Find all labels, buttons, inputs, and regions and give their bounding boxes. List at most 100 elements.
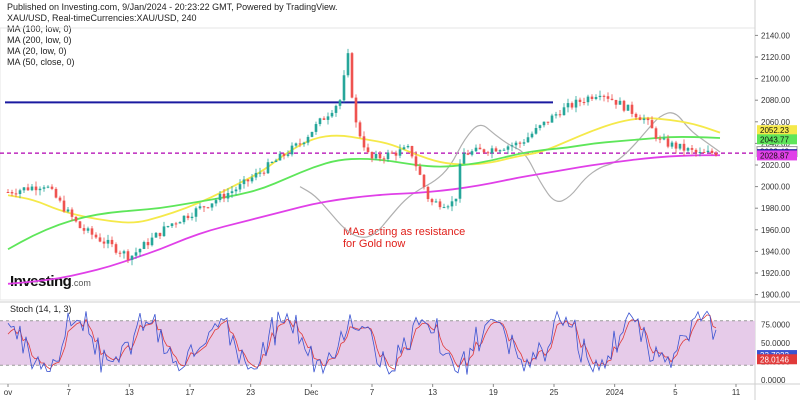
candle-body: [674, 142, 678, 149]
price-tag-label: 2043.77: [760, 135, 789, 144]
x-tick-label: 19: [489, 388, 498, 397]
candle-body: [626, 104, 630, 111]
candle-body: [550, 115, 554, 123]
candle-body: [406, 145, 410, 148]
candle-body: [54, 188, 58, 198]
candle-body: [594, 97, 598, 99]
candle-body: [282, 153, 286, 156]
published-line: Published on Investing.com, 9/Jan/2024 -…: [7, 2, 338, 12]
candle-body: [582, 102, 586, 104]
symbol-line: XAU/USD, Real-timeCurrencies:XAU/USD, 24…: [7, 13, 197, 23]
candle-body: [18, 190, 22, 195]
candle-body: [50, 186, 54, 189]
candle-body: [122, 251, 126, 254]
candle-body: [482, 149, 486, 153]
candle-body: [206, 207, 210, 209]
annotation-line-1: MAs acting as resistance: [343, 226, 466, 238]
x-tick-label: 7: [370, 388, 375, 397]
candle-body: [42, 187, 46, 189]
price-tag: [757, 150, 797, 161]
y-tick-label: 1960.00: [761, 226, 790, 235]
candle-body: [462, 153, 466, 164]
candle-body: [306, 136, 310, 143]
logo-suffix: .com: [71, 278, 91, 288]
candle-body: [110, 239, 114, 245]
candle-body: [642, 118, 646, 121]
candle-body: [418, 166, 422, 175]
candle-body: [554, 114, 558, 116]
candle-body: [518, 142, 522, 144]
candle-body: [438, 201, 442, 208]
candle-body: [686, 148, 690, 151]
x-tick-label: 23: [246, 388, 255, 397]
candle-body: [186, 215, 190, 219]
candle-body: [402, 147, 406, 150]
y-tick-label: 2000.00: [761, 183, 790, 192]
stoch-price-tag-label: 28.0146: [760, 355, 789, 364]
candle-body: [682, 143, 686, 151]
candle-body: [126, 251, 130, 260]
x-tick-label: 13: [125, 388, 134, 397]
stoch-k-line: [7, 310, 717, 375]
ma-label-20: MA (20, low, 0): [7, 46, 67, 56]
candle-body: [226, 193, 230, 199]
ma-label-100: MA (100, low, 0): [7, 24, 72, 34]
x-tick-label: 5: [673, 388, 678, 397]
candle-body: [678, 143, 682, 149]
y-tick-label: 2080.00: [761, 96, 790, 105]
candle-body: [254, 172, 258, 178]
candle-body: [714, 153, 718, 156]
candle-body: [606, 96, 610, 99]
candle-body: [210, 203, 214, 208]
candle-body: [178, 222, 182, 224]
y-tick-label: 1940.00: [761, 247, 790, 256]
candle-body: [90, 228, 94, 235]
x-tick-label: Dec: [304, 388, 318, 397]
candle-body: [94, 234, 98, 238]
candle-body: [474, 147, 478, 152]
candle-body: [394, 152, 398, 156]
candle-body: [138, 248, 142, 253]
candle-body: [238, 184, 242, 190]
candle-body: [670, 142, 674, 147]
candle-body: [654, 128, 658, 139]
x-tick-label: 11: [732, 388, 741, 397]
stoch-d-line: [7, 314, 717, 370]
candle-body: [602, 95, 606, 97]
candle-body: [10, 192, 14, 194]
candle-body: [586, 96, 590, 103]
candle-body: [86, 228, 90, 231]
candle-body: [302, 142, 306, 145]
candle-body: [154, 232, 158, 238]
candle-body: [34, 186, 38, 191]
candle-body: [130, 255, 134, 260]
candle-body: [530, 133, 534, 138]
candle-body: [266, 162, 270, 174]
candle-body: [514, 142, 518, 146]
candle-body: [510, 145, 514, 147]
ma20-line: [299, 112, 721, 238]
candle-body: [578, 99, 582, 103]
price-tag-label: 2028.87: [760, 151, 789, 160]
ma200-line: [7, 154, 720, 285]
candle-body: [630, 104, 634, 114]
candle-body: [390, 152, 394, 154]
candle-body: [62, 200, 66, 212]
candle-body: [398, 149, 402, 156]
candle-body: [574, 99, 578, 108]
candle-body: [194, 208, 198, 217]
candle-body: [78, 221, 82, 229]
y-tick-label: 2100.00: [761, 75, 790, 84]
candle-body: [470, 151, 474, 155]
candle-body: [446, 206, 450, 208]
candle-body: [234, 189, 238, 192]
y-tick-label: 2060.00: [761, 118, 790, 127]
candle-body: [434, 201, 438, 203]
candle-body: [378, 153, 382, 159]
candle-body: [414, 156, 418, 167]
candle-body: [294, 143, 298, 146]
candle-body: [66, 209, 70, 212]
candle-body: [102, 241, 106, 244]
x-tick-label: 13: [428, 388, 437, 397]
candle-body: [486, 152, 490, 154]
